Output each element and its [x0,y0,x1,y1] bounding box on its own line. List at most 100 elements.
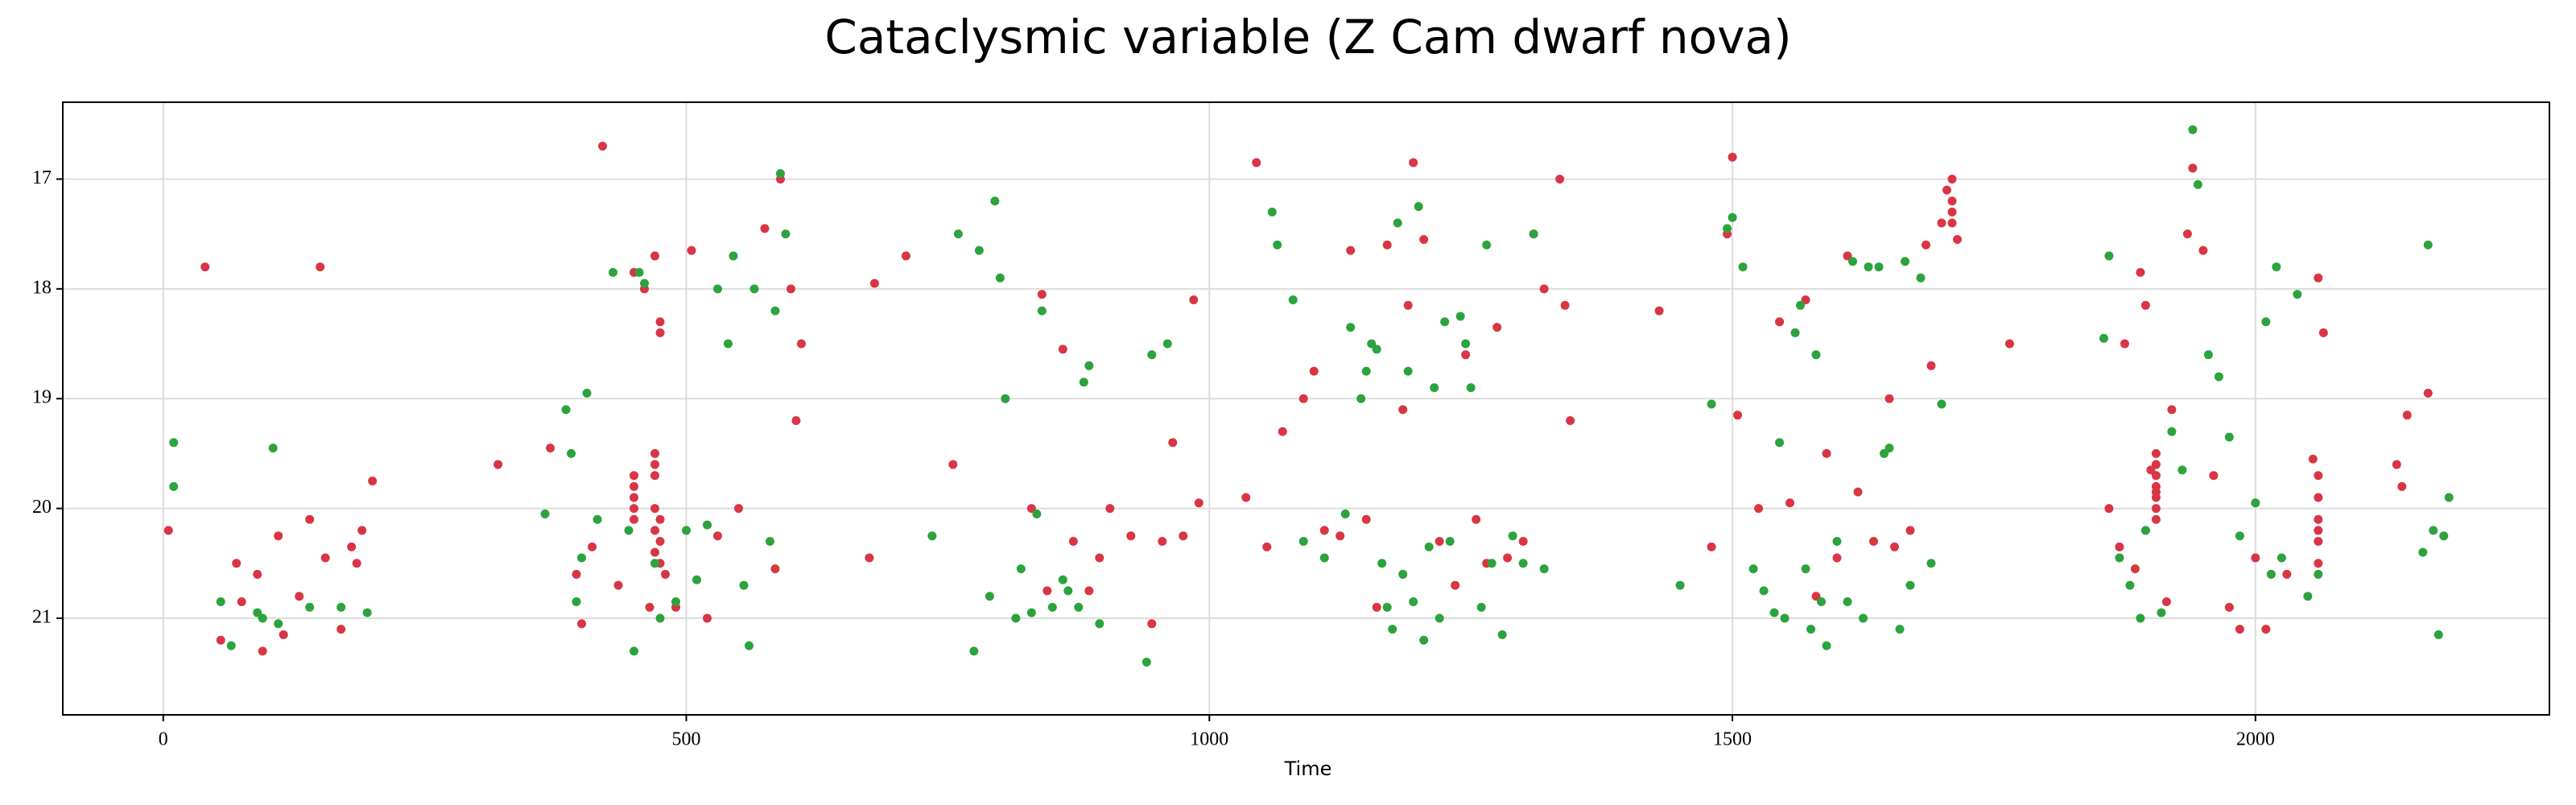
point [2004,339,2014,349]
point [1084,586,1094,596]
point [630,481,639,491]
point [1947,207,1957,217]
point [1476,602,1486,612]
point [1267,207,1277,217]
point [2235,531,2244,541]
point [1801,564,1810,574]
point [336,625,346,634]
point [2151,460,2161,469]
point [357,526,367,535]
point [2157,608,2166,617]
point [1058,345,1067,354]
point [305,514,315,524]
point [1466,383,1476,393]
point [258,646,267,656]
point [1361,514,1371,524]
point [253,608,262,617]
point [1889,542,1899,551]
point [336,602,346,612]
point [1947,174,1957,184]
point [734,504,744,514]
point [1492,323,1502,332]
point [2423,240,2433,250]
point [1079,378,1088,387]
point [1874,262,1884,272]
point [630,471,639,481]
point [770,564,780,574]
point [1952,234,1962,244]
point [2130,564,2140,574]
point [1409,158,1418,167]
point [744,641,753,650]
point [1817,597,1827,607]
point [2136,613,2145,623]
point [1361,366,1371,376]
point [1372,345,1381,354]
point [1403,366,1413,376]
point [1843,597,1852,607]
point [1769,608,1779,617]
x-tick-label: 500 [672,729,701,750]
point [2303,592,2313,601]
point [316,262,325,272]
point [1895,625,1905,634]
point [2397,481,2407,491]
x-axis-label: Time [1284,758,1332,780]
point [775,169,785,179]
point [1555,174,1565,184]
point [1398,405,1408,415]
point [274,531,283,541]
point [1194,498,1203,508]
point [2151,493,2161,502]
point [703,613,712,623]
point [1921,240,1930,250]
point [1518,537,1528,547]
point [1482,240,1492,250]
point [1937,399,1946,409]
point [1926,361,1936,370]
point [1430,383,1439,393]
point [1885,394,1894,403]
point [1806,625,1816,634]
point [2318,328,2328,337]
point [1068,537,1078,547]
point [613,580,623,590]
point [305,602,315,612]
point [1733,411,1743,420]
point [567,448,576,458]
point [713,531,723,541]
point [1754,504,1764,514]
point [1916,273,1926,283]
point [1158,537,1167,547]
point [1095,619,1104,629]
point [588,542,597,551]
point [2151,448,2161,458]
point [1455,312,1465,321]
point [582,388,592,398]
point [2402,411,2412,420]
y-tick-label: 21 [32,606,52,627]
point [1885,444,1894,453]
point [927,531,937,541]
point [268,444,278,453]
point [2178,465,2187,475]
point [1759,586,1769,596]
point [1398,569,1408,579]
point [1335,531,1345,541]
point [1058,575,1067,584]
point [2151,504,2161,514]
point [577,619,587,629]
point [650,460,660,469]
point [630,493,639,502]
point [786,284,795,294]
point [1738,262,1748,272]
point [1319,553,1329,563]
point [2314,514,2323,524]
point [2434,630,2443,639]
point [1319,526,1329,535]
point [1461,350,1471,360]
point [1859,613,1868,623]
point [1937,218,1946,228]
point [1288,295,1298,304]
point [1728,152,1737,162]
